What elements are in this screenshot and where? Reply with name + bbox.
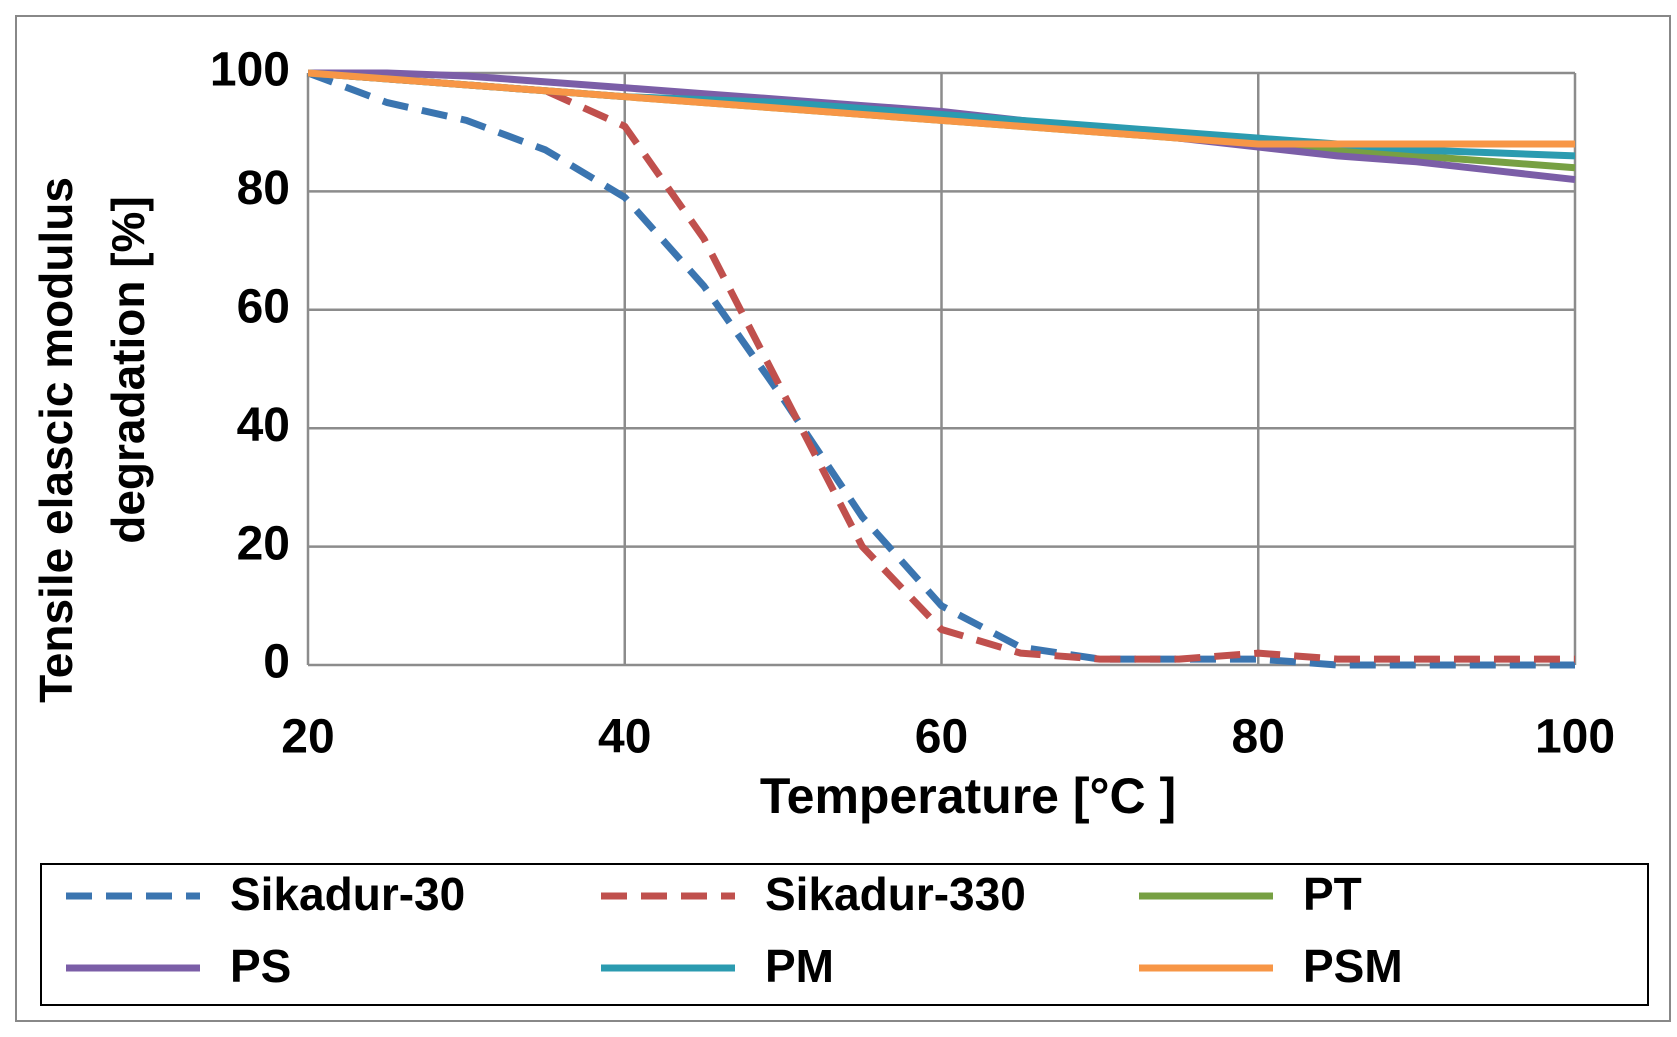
x-tick-label: 20	[281, 711, 334, 764]
series-line	[307, 69, 1575, 148]
y-tick-label: 60	[237, 280, 290, 333]
legend-label: PT	[1303, 868, 1362, 920]
y-tick-label: 80	[237, 162, 290, 215]
x-tick-label: 40	[598, 711, 651, 764]
x-axis-label: Temperature [°C ]	[760, 768, 1176, 824]
legend-label: PSM	[1303, 940, 1403, 992]
y-axis-label: Tensile elascic modulus	[30, 177, 82, 703]
y-tick-label: 100	[210, 44, 290, 97]
y-tick-label: 20	[237, 517, 290, 570]
outer-frame	[15, 15, 1671, 1022]
y-axis-label: degradation [%]	[102, 196, 154, 544]
x-tick-label: 60	[915, 711, 968, 764]
y-tick-label: 0	[263, 636, 290, 689]
y-tick-label: 40	[237, 399, 290, 452]
legend-label: Sikadur-330	[765, 868, 1026, 920]
legend-label: PM	[765, 940, 834, 992]
legend-label: PS	[230, 940, 291, 992]
legend-box	[40, 863, 1649, 1006]
x-tick-label: 100	[1535, 711, 1615, 764]
legend-label: Sikadur-30	[230, 868, 465, 920]
series-line	[306, 69, 1575, 669]
x-tick-label: 80	[1232, 711, 1285, 764]
